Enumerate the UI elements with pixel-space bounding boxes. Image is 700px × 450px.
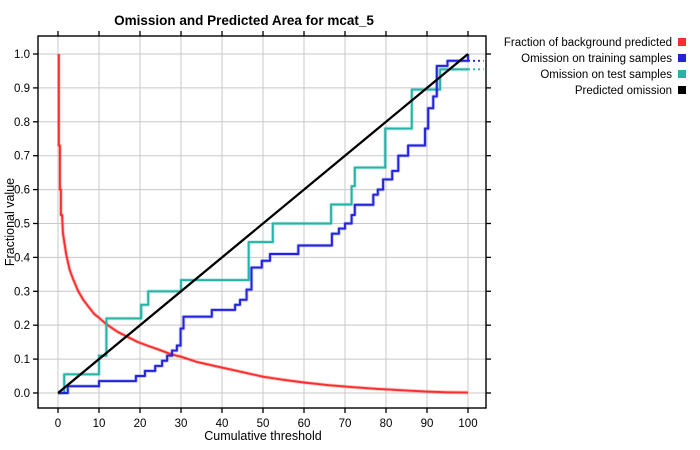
legend-label: Omission on training samples (521, 53, 672, 65)
legend-item-predicted-omission: Predicted omission (575, 85, 686, 97)
y-tick-label: 0.6 (14, 185, 30, 197)
y-tick-label: 0.3 (14, 286, 30, 298)
x-tick-label: 80 (380, 418, 393, 430)
y-tick-label: 0.9 (14, 83, 30, 95)
legend-swatch (678, 54, 686, 62)
y-tick-label: 0.8 (14, 117, 30, 129)
legend-swatch (678, 38, 686, 46)
x-axis-title: Cumulative threshold (204, 429, 321, 443)
y-tick-label: 0.7 (14, 151, 30, 163)
legend: Fraction of background predicted Omission… (504, 37, 686, 97)
legend-label: Omission on test samples (540, 69, 672, 81)
x-tick-label: 20 (134, 418, 147, 430)
legend-swatch (678, 70, 686, 78)
y-tick-label: 0.4 (14, 252, 31, 264)
chart-title: Omission and Predicted Area for mcat_5 (114, 13, 374, 28)
y-tick-label: 1.0 (14, 49, 30, 61)
series-curves (56, 53, 484, 395)
x-tick-label: 90 (421, 418, 434, 430)
plot-border (37, 35, 487, 409)
x-tick-label: 0 (55, 418, 61, 430)
y-tick-label: 0.0 (14, 388, 30, 400)
x-tick-label: 50 (257, 418, 270, 430)
legend-item-omission-on-test-samples: Omission on test samples (540, 69, 686, 81)
series-fraction-of-background-predicted (57, 54, 469, 394)
x-tick-label: 10 (93, 418, 106, 430)
y-tick-label: 0.2 (14, 320, 30, 332)
legend-item-fraction-of-background-predicted: Fraction of background predicted (504, 37, 686, 49)
x-tick-label: 40 (216, 418, 229, 430)
series-predicted-omission (57, 53, 469, 394)
legend-item-omission-on-training-samples: Omission on training samples (521, 53, 686, 65)
series-omission-on-test-samples (58, 68, 468, 394)
axis-tick-labels: 0 10 20 30 40 50 60 70 80 90 100 0.0 0.1 0.2 0.3 0.4 0.5… (14, 49, 478, 430)
gridlines (38, 36, 486, 408)
y-axis-title: Fractional value (3, 178, 17, 266)
y-tick-label: 0.5 (14, 218, 30, 230)
legend-label: Fraction of background predicted (504, 37, 672, 49)
x-tick-label: 100 (458, 418, 477, 430)
legend-label: Predicted omission (575, 85, 672, 97)
axis-ticks (33, 31, 491, 413)
y-tick-label: 0.1 (14, 354, 30, 366)
x-tick-label: 30 (175, 418, 188, 430)
x-tick-label: 70 (339, 418, 352, 430)
series-omission-on-training-samples (58, 54, 469, 394)
legend-swatch (678, 86, 686, 94)
x-tick-label: 60 (298, 418, 311, 430)
